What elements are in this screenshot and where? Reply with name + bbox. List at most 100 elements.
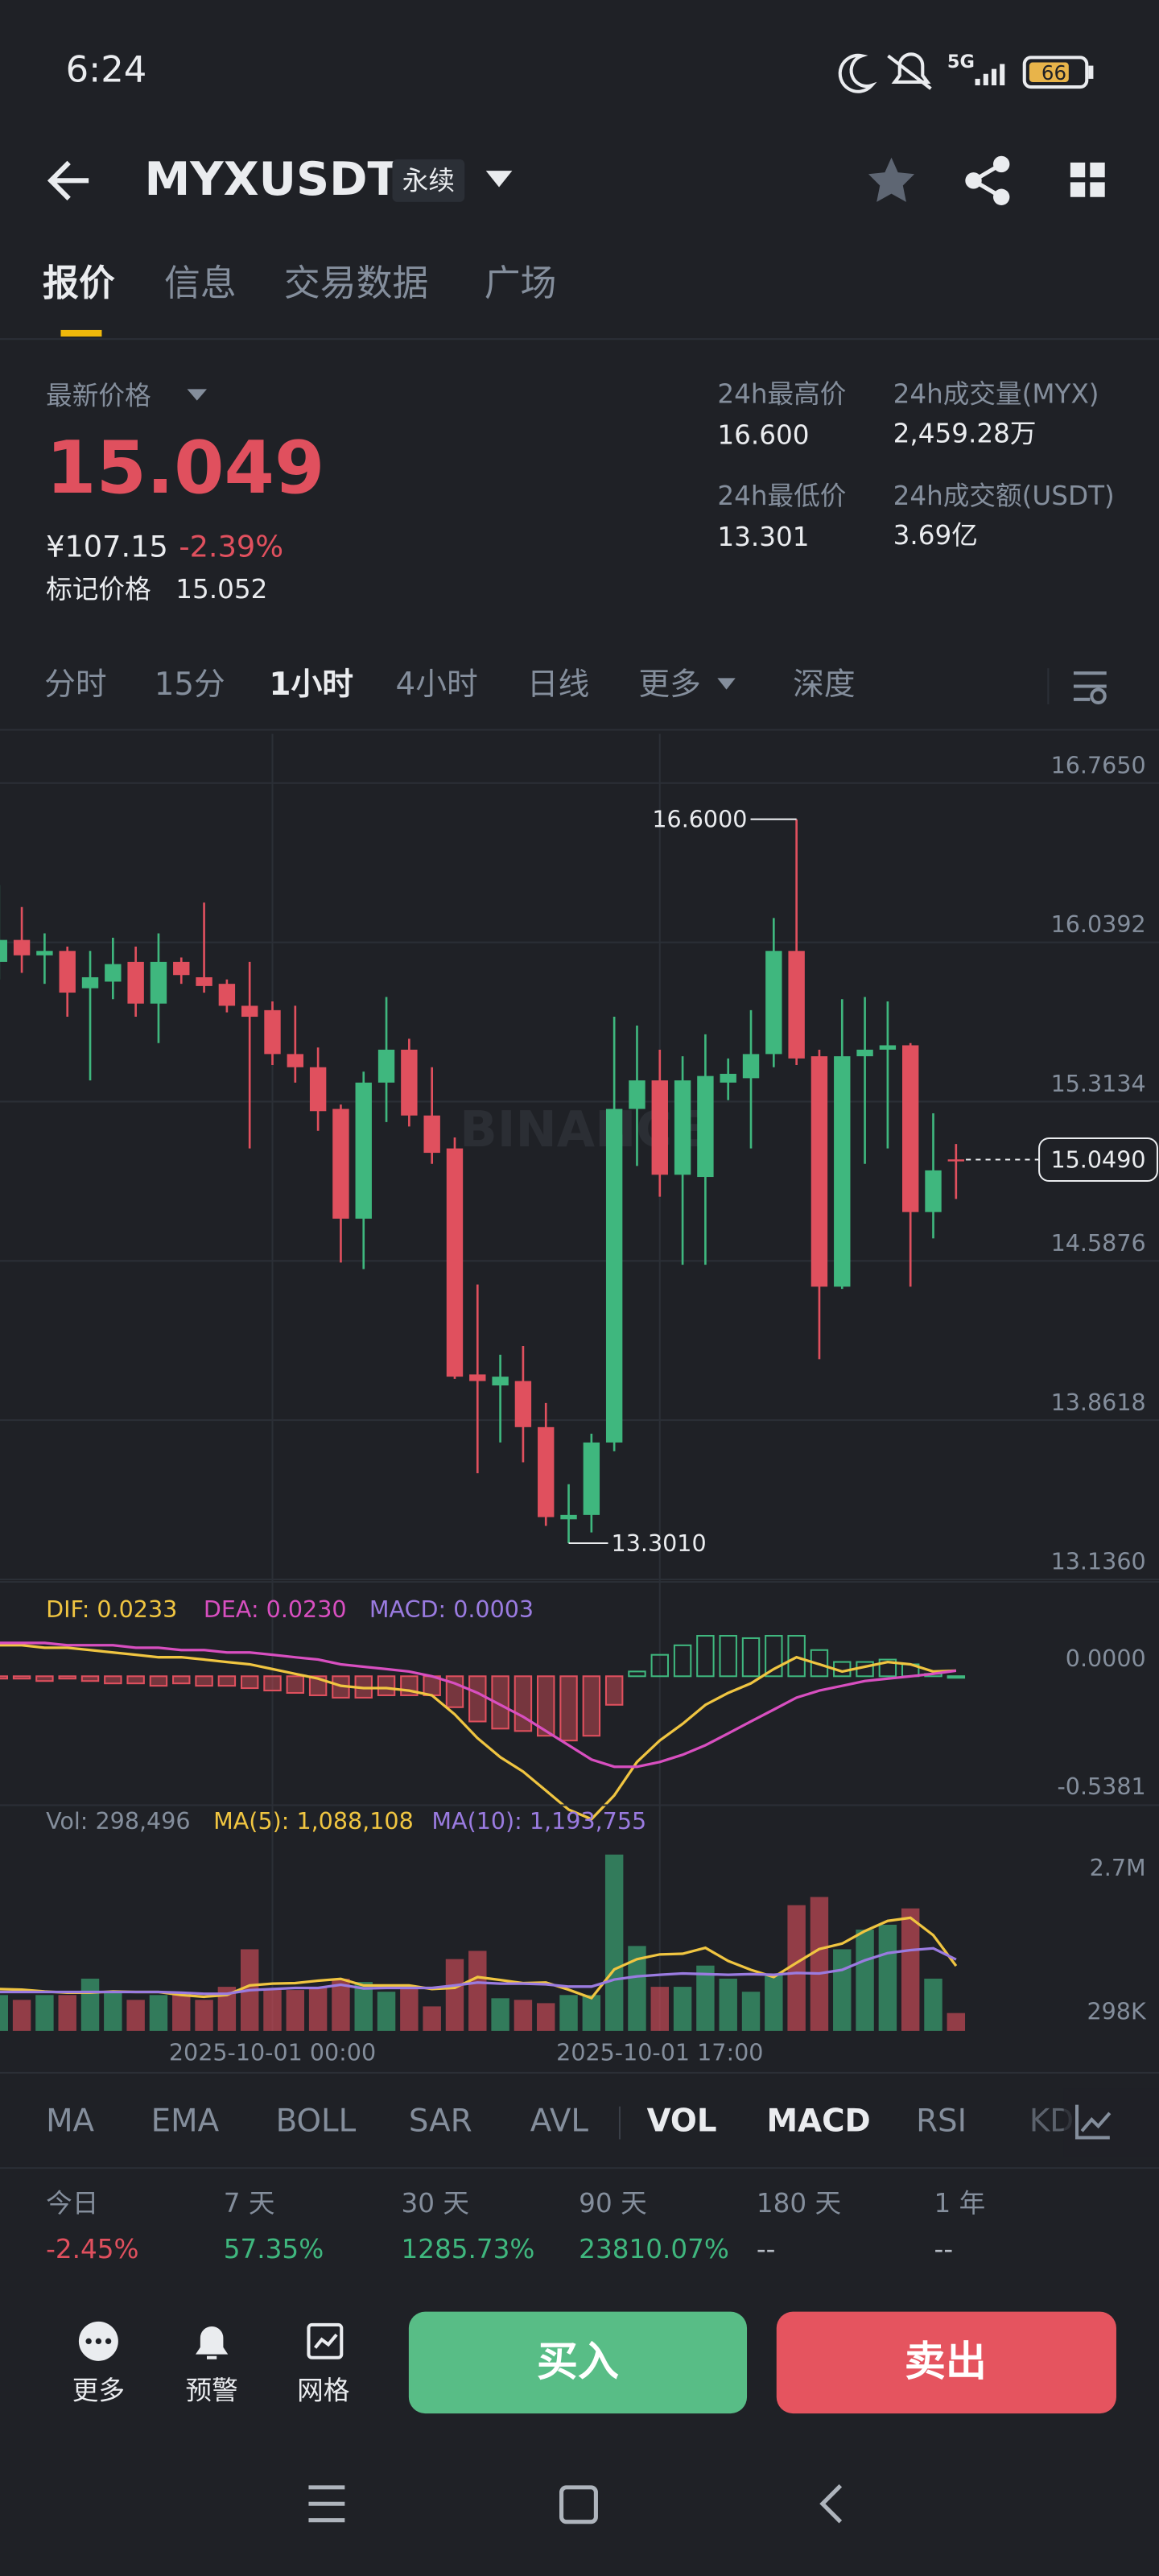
- macd-bar: [240, 1675, 259, 1690]
- volume-bar: [856, 1930, 874, 2031]
- volume-bar: [514, 2000, 533, 2031]
- tool-label[interactable]: 预警: [185, 2376, 237, 2406]
- indicator[interactable]: SAR: [409, 2103, 472, 2140]
- buy-button[interactable]: [408, 2311, 748, 2414]
- macd-bar: [765, 1634, 783, 1678]
- tab[interactable]: 信息: [164, 262, 237, 304]
- buy-label[interactable]: 买入: [537, 2339, 619, 2386]
- interval[interactable]: 4小时: [396, 667, 478, 703]
- period-change: --: [934, 2234, 954, 2264]
- candle-body: [309, 1067, 327, 1112]
- volume-bar: [35, 1995, 54, 2031]
- volume-bar: [741, 1992, 761, 2031]
- candle-body: [401, 1049, 418, 1116]
- tab[interactable]: 交易数据: [284, 262, 428, 304]
- nav-back[interactable]: [819, 2484, 843, 2524]
- status-time: 6:24: [66, 48, 147, 91]
- interval[interactable]: 深度: [793, 667, 856, 703]
- more-dropdown[interactable]: [717, 678, 736, 690]
- macd-bar: [126, 1675, 145, 1685]
- share-button[interactable]: [965, 155, 1010, 205]
- performance: 今日 -2.45% 7 天 57.35% 30 天 1285.73% 90 天 23810.0…: [46, 2188, 985, 2264]
- sell-button[interactable]: [776, 2311, 1116, 2414]
- volume-bar: [423, 2006, 441, 2031]
- tool-label[interactable]: 更多: [72, 2376, 125, 2406]
- volume-bar: [719, 1978, 737, 2031]
- sell-label[interactable]: 卖出: [905, 2339, 987, 2386]
- macd-bar: [628, 1670, 646, 1678]
- y-tick-label: 13.1360: [1051, 1548, 1146, 1575]
- nav-menu[interactable]: [308, 2485, 345, 2523]
- candle-body: [765, 951, 782, 1055]
- tool-label[interactable]: 网格: [297, 2376, 349, 2406]
- stat-value: 2,459.28万: [893, 418, 1037, 448]
- y-tick-label: 13.8618: [1051, 1389, 1146, 1416]
- alert-icon[interactable]: [195, 2326, 229, 2359]
- y-tick-label: 298K: [1087, 1998, 1146, 2025]
- symbol[interactable]: MYXUSDT: [144, 153, 398, 206]
- symbol-dropdown[interactable]: [485, 171, 513, 188]
- more-icon[interactable]: [78, 2321, 118, 2361]
- volume-bar: [787, 1905, 806, 2031]
- chart-area: 16.7650 16.0392 15.3134 14.5876 13.8618 13.13…: [0, 733, 1159, 2066]
- period-change: -2.45%: [46, 2234, 138, 2264]
- macd-bar: [810, 1649, 829, 1678]
- macd-bar: [172, 1675, 191, 1685]
- period-change: 57.35%: [224, 2234, 324, 2264]
- macd-bar: [741, 1637, 761, 1678]
- indicator[interactable]: MA: [46, 2103, 94, 2140]
- stat-label: 24h成交额(USDT): [893, 481, 1115, 511]
- indicator[interactable]: BOLL: [276, 2103, 357, 2140]
- grid-icon[interactable]: [307, 2322, 344, 2359]
- layout-button[interactable]: [1070, 162, 1105, 197]
- back-button[interactable]: [47, 160, 89, 200]
- indicator[interactable]: EMA: [151, 2103, 220, 2140]
- chart-settings[interactable]: [1073, 671, 1107, 704]
- candle-body: [651, 1080, 668, 1175]
- indicator-settings[interactable]: [1074, 2104, 1112, 2140]
- contract-badge: 永续: [402, 165, 455, 196]
- last-price: 15.049: [46, 427, 324, 510]
- indicator[interactable]: RSI: [916, 2103, 967, 2140]
- tab[interactable]: 报价: [43, 262, 115, 304]
- indicator[interactable]: VOL: [647, 2103, 717, 2140]
- candle-body: [947, 1159, 965, 1162]
- interval[interactable]: 分时: [44, 667, 107, 703]
- interval[interactable]: 更多: [638, 667, 701, 703]
- macd-bar: [491, 1675, 509, 1730]
- candle-body: [788, 951, 805, 1059]
- macd-legend: MACD: 0.0003: [369, 1596, 534, 1623]
- macd-bar: [514, 1675, 533, 1732]
- interval[interactable]: 15分: [155, 667, 225, 703]
- macd-legend: DEA: 0.0230: [204, 1596, 347, 1623]
- volume-bar: [80, 1978, 100, 2031]
- candle-body: [742, 1054, 760, 1079]
- macd-bar: [468, 1675, 487, 1723]
- favorite-button[interactable]: [868, 157, 915, 202]
- macd-bar: [195, 1675, 213, 1687]
- period-label: 1 年: [934, 2188, 986, 2219]
- macd-bar: [604, 1675, 624, 1706]
- candle-body: [241, 1005, 258, 1018]
- interval[interactable]: 1小时: [270, 667, 353, 703]
- price-dropdown[interactable]: [187, 389, 207, 401]
- candle-body: [332, 1108, 349, 1219]
- separator: [1047, 668, 1050, 704]
- candle-body: [196, 976, 212, 986]
- tab[interactable]: 广场: [485, 262, 557, 304]
- volume-bar: [559, 1995, 578, 2031]
- candle-body: [514, 1381, 532, 1427]
- volume-bar: [354, 1982, 373, 2031]
- candle-body: [674, 1080, 691, 1175]
- tab-indicator: [60, 329, 102, 337]
- indicator[interactable]: MACD: [767, 2103, 871, 2140]
- volume-bar: [491, 1998, 509, 2031]
- volume-bar: [468, 1951, 487, 2031]
- macd-bar: [787, 1634, 806, 1678]
- indicator[interactable]: AVL: [530, 2103, 589, 2140]
- low-label: 13.3010: [612, 1530, 707, 1557]
- candle-body: [264, 1009, 281, 1055]
- interval[interactable]: 日线: [527, 667, 590, 703]
- nav-home[interactable]: [559, 2485, 598, 2524]
